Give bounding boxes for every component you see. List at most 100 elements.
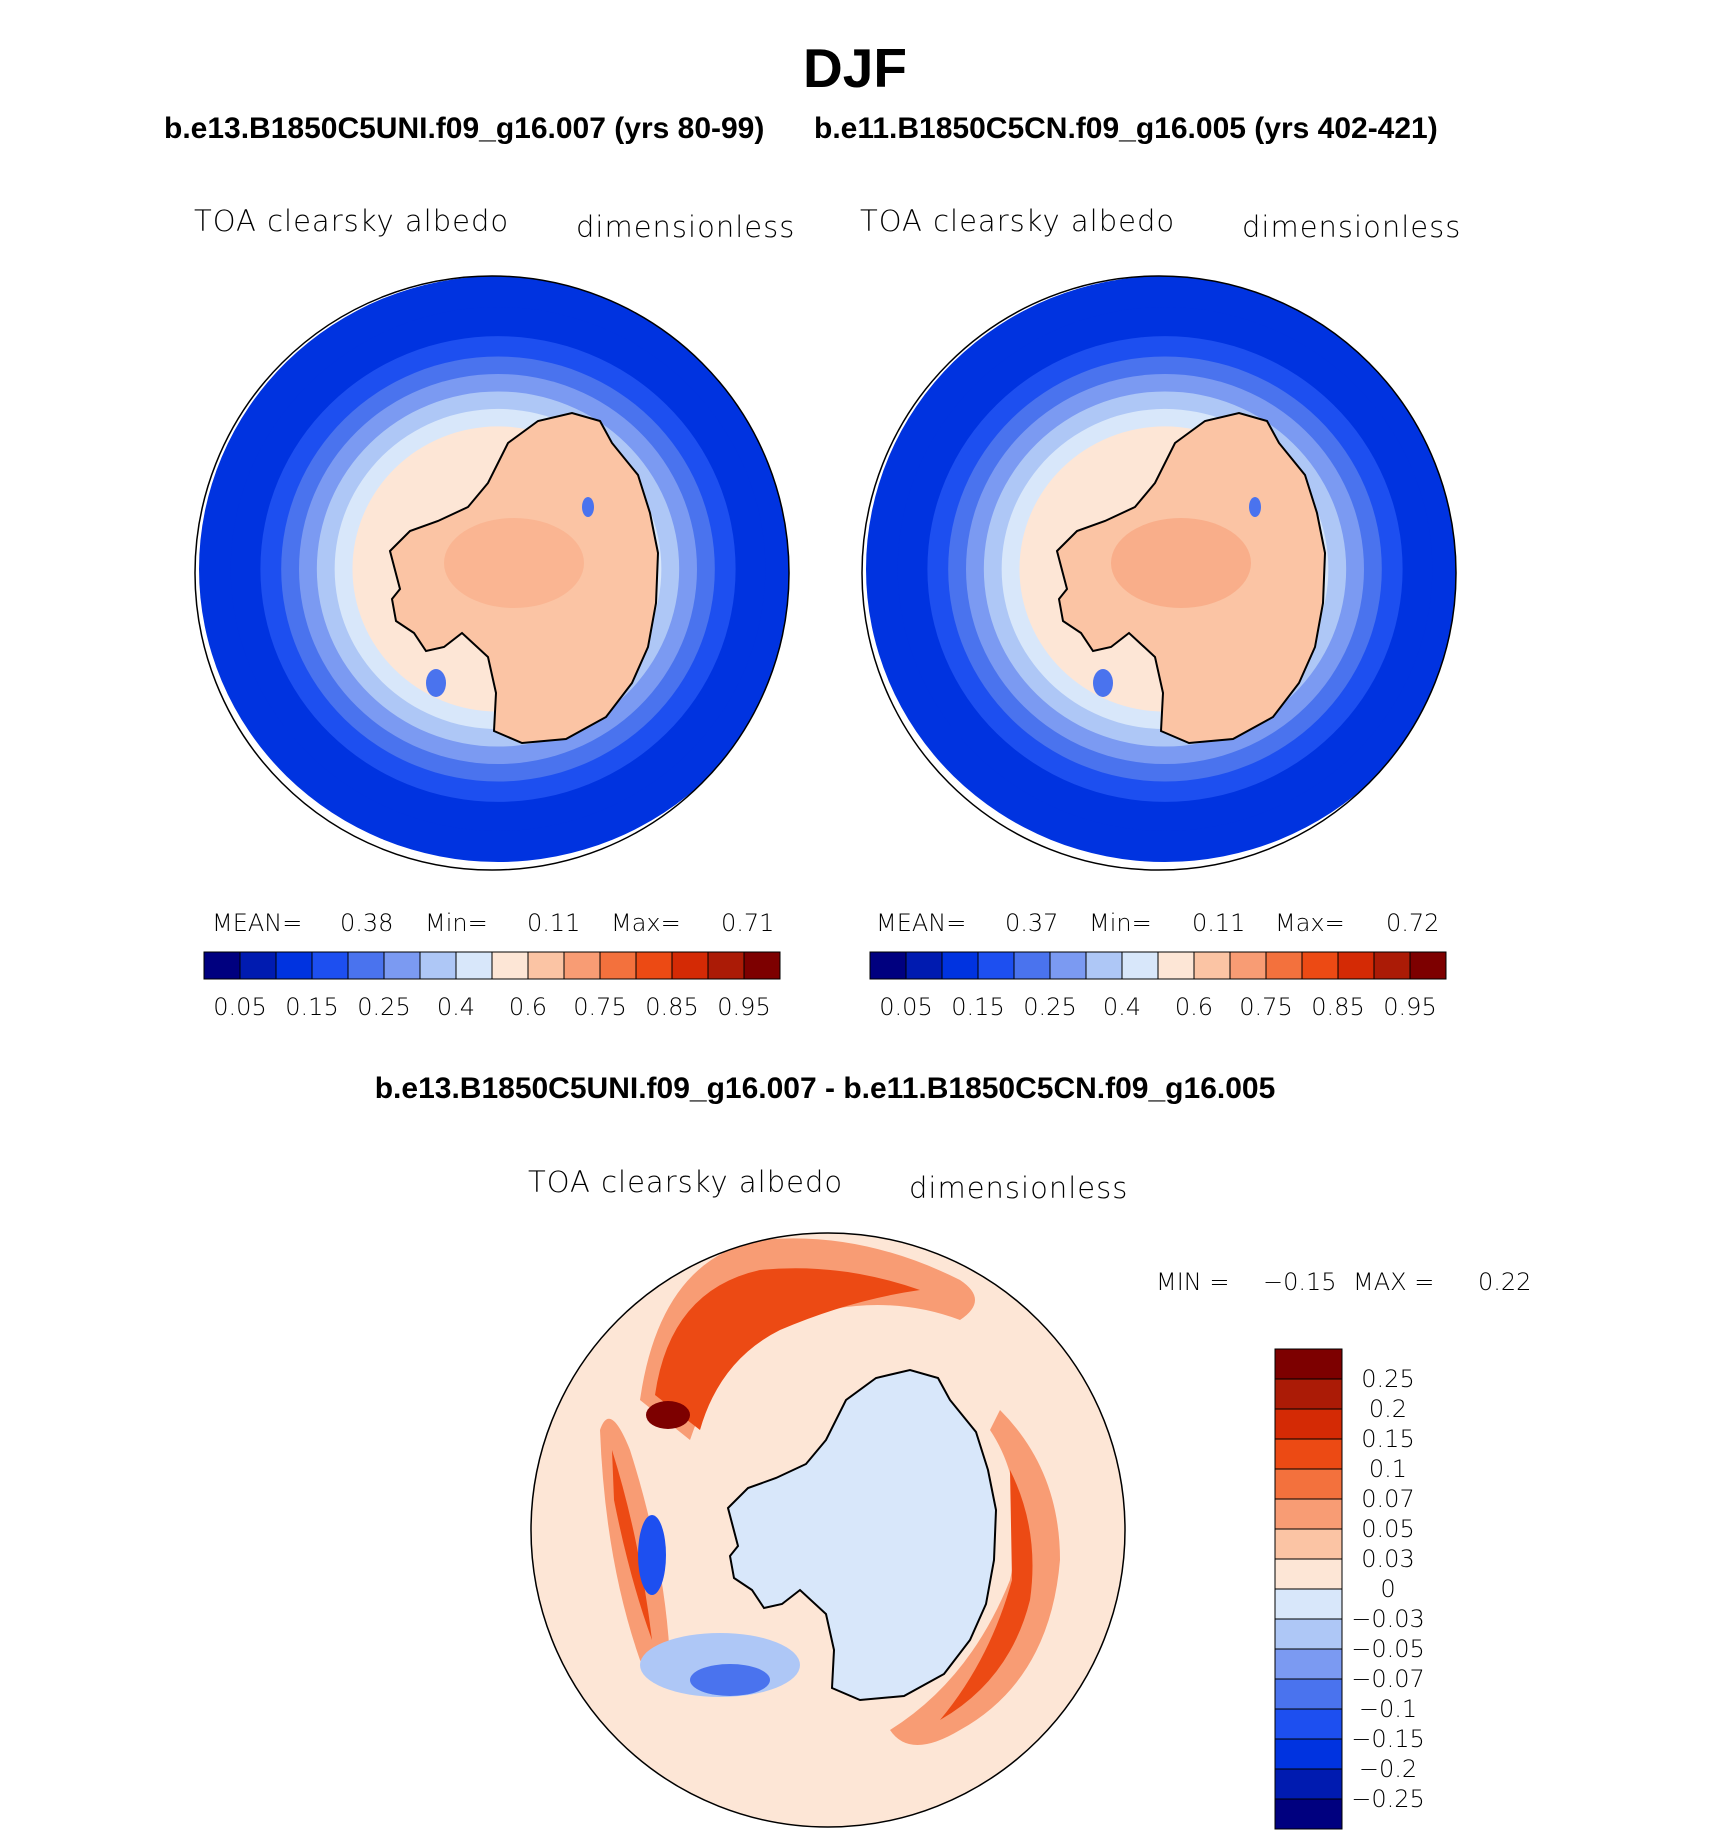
panel2-colorbar-swatch [1229,951,1267,980]
panel3-positive-core-west [612,1450,652,1640]
panel3-colorbar-tick: 0.2 [1369,1395,1407,1423]
panel1-colorbar-swatch [203,951,241,980]
panel2-min-value: 0.11 [1192,909,1246,937]
panel3-colorbar-swatch [1274,1438,1343,1470]
panel2-colorbar-tick: 0.95 [1383,993,1436,1021]
panel3-colorbar-tick: 0.25 [1361,1365,1414,1393]
panel2-colorbar-swatch [1157,951,1195,980]
panel1-colorbar-swatch [419,951,457,980]
panel1-colorbar-swatch [491,951,529,980]
panel3-colorbar-tick: 0.03 [1361,1545,1414,1573]
panel3-colorbar-swatch [1274,1378,1343,1410]
panel1-colorbar-swatch [671,951,709,980]
panel1-mean-value: 0.38 [340,909,394,937]
panel1-colorbar-tick: 0.4 [437,993,475,1021]
panel3-colorbar-swatch [1274,1648,1343,1680]
panel1-colorbar-swatch [383,951,421,980]
panel2-map-border [861,275,1457,871]
panel1-colorbar-tick: 0.6 [509,993,547,1021]
panel1-colorbar-swatch [275,951,313,980]
panel2-colorbar-tick: 0.05 [879,993,932,1021]
panel2-plateau-patch [1111,518,1251,608]
panel3-colorbar-swatch [1274,1768,1343,1800]
panel2-map [866,276,1456,863]
panel2-colorbar-tick: 0.85 [1311,993,1364,1021]
panel3-colorbar-tick: −0.25 [1351,1785,1425,1813]
panel2-colorbar-tick: 0.75 [1239,993,1292,1021]
panel1-min-label: Min= [425,909,488,937]
panel2-colorbar-swatch [1193,951,1231,980]
panel2-colorbar-swatch [1013,951,1051,980]
panel3-colorbar-swatch [1274,1348,1343,1380]
panel1-variable-label: TOA clearsky albedo [194,204,510,238]
panel3-positive-core-east [940,1470,1033,1720]
panel3-units-label: dimensionless [909,1171,1129,1205]
panel2-colorbar-swatch [1049,951,1087,980]
panel2-colorbar-swatch [1337,951,1375,980]
panel2-colorbar-swatch [905,951,943,980]
panel3-colorbar-swatch [1274,1798,1343,1830]
panel3-colorbar-swatch [1274,1528,1343,1560]
panel1-colorbar-swatch [527,951,565,980]
panel3-continent-fill [728,1370,996,1700]
panel3-colorbar-swatch [1274,1408,1343,1440]
panel1-colorbar-tick: 0.05 [213,993,266,1021]
panel3-max-value: 0.22 [1478,1268,1532,1296]
panel1-colorbar-swatch [455,951,493,980]
panel1-colorbar-swatch [563,951,601,980]
panel3-colorbar-tick: −0.2 [1359,1755,1417,1783]
panel2-colorbar-tick: 0.25 [1023,993,1076,1021]
panel1-mean-label: MEAN= [212,909,303,937]
panel3-negative-core-south [690,1664,770,1696]
panel3-colorbar-tick: 0.07 [1361,1485,1414,1513]
panel1-colorbar-swatch [311,951,349,980]
panel2-variable-label: TOA clearsky albedo [860,204,1176,238]
panel2-colorbar-tick: 0.15 [951,993,1004,1021]
panel1-colorbar-tick: 0.15 [285,993,338,1021]
panel3-coastline [726,1368,998,1702]
panel1-colorbar-tick: 0.85 [645,993,698,1021]
panel3-colorbar-tick: 0.1 [1369,1455,1407,1483]
panel3-colorbar-swatch [1274,1468,1343,1500]
panel2-title: b.e11.B1850C5CN.f09_g16.005 (yrs 402-421… [814,112,1438,145]
panel1-max-label: Max= [611,909,681,937]
panel2-colorbar-swatch [1085,951,1123,980]
panel3-colorbar-swatch [1274,1498,1343,1530]
panel3-colorbar-tick: −0.03 [1351,1605,1425,1633]
panel2-min-label: Min= [1089,909,1152,937]
panel1-max-value: 0.71 [721,909,775,937]
panel1-coastal-spot-2 [582,497,594,517]
panel3-positive-core-north [655,1268,920,1430]
panel3-colorbar-tick: 0.05 [1361,1515,1414,1543]
panel1-coastal-spot [426,669,446,697]
panel2-colorbar-swatch [869,951,907,980]
panel2-colorbar-swatch [1373,951,1411,980]
panel3-max-spot [646,1401,690,1429]
panel1-colorbar-tick: 0.25 [357,993,410,1021]
panel3-colorbar-swatch [1274,1588,1343,1620]
panel3-min-label: MIN = [1156,1268,1230,1296]
panel3-colorbar-swatch [1274,1708,1343,1740]
panel3-colorbar-swatch [1274,1618,1343,1650]
panel3-colorbar-tick: −0.15 [1351,1725,1425,1753]
panel1-colorbar-swatch [743,951,781,980]
panel1-colorbar-swatch [239,951,277,980]
panel2-colorbar-tick: 0.4 [1103,993,1141,1021]
panel2-coastal-spot-2 [1249,497,1261,517]
panel2-max-value: 0.72 [1386,909,1440,937]
panel2-colorbar-swatch [977,951,1015,980]
panel2-colorbar-swatch [941,951,979,980]
panel3-max-label: MAX = [1353,1268,1435,1296]
panel2-units-label: dimensionless [1242,210,1462,244]
panel2-mean-label: MEAN= [876,909,967,937]
panel3-colorbar-tick: −0.07 [1351,1665,1425,1693]
panel2-mean-value: 0.37 [1005,909,1059,937]
panel3-colorbar-tick: −0.1 [1359,1695,1417,1723]
panel2-colorbar-swatch [1121,951,1159,980]
panel1-title: b.e13.B1850C5UNI.f09_g16.007 (yrs 80-99) [164,112,765,145]
panel3-map-border [530,1232,1126,1828]
panel1-colorbar-swatch [635,951,673,980]
panel1-colorbar-tick: 0.75 [573,993,626,1021]
figure-title: DJF [803,37,907,99]
